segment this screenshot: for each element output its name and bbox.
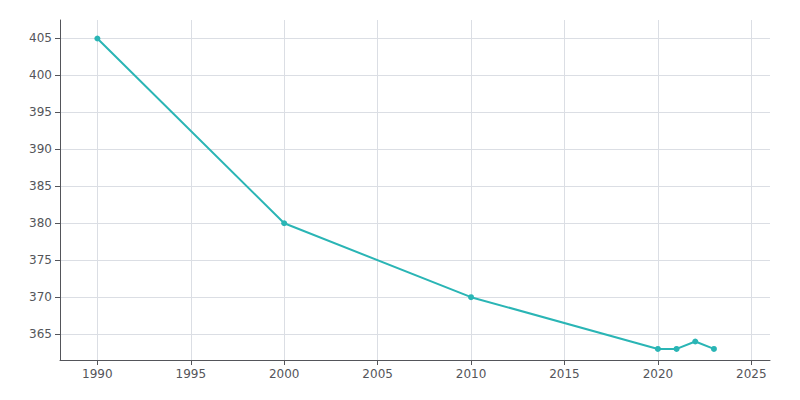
svg-text:380: 380 xyxy=(29,216,52,230)
svg-text:2025: 2025 xyxy=(736,367,767,381)
svg-text:400: 400 xyxy=(29,68,52,82)
svg-text:390: 390 xyxy=(29,142,52,156)
svg-text:2015: 2015 xyxy=(549,367,580,381)
svg-text:1995: 1995 xyxy=(176,367,207,381)
svg-text:2020: 2020 xyxy=(643,367,674,381)
svg-text:2005: 2005 xyxy=(362,367,393,381)
svg-text:1990: 1990 xyxy=(82,367,113,381)
svg-text:405: 405 xyxy=(29,31,52,45)
svg-text:385: 385 xyxy=(29,179,52,193)
svg-text:365: 365 xyxy=(29,327,52,341)
svg-text:395: 395 xyxy=(29,105,52,119)
svg-text:2010: 2010 xyxy=(456,367,487,381)
svg-text:375: 375 xyxy=(29,253,52,267)
svg-text:2000: 2000 xyxy=(269,367,300,381)
svg-text:370: 370 xyxy=(29,290,52,304)
